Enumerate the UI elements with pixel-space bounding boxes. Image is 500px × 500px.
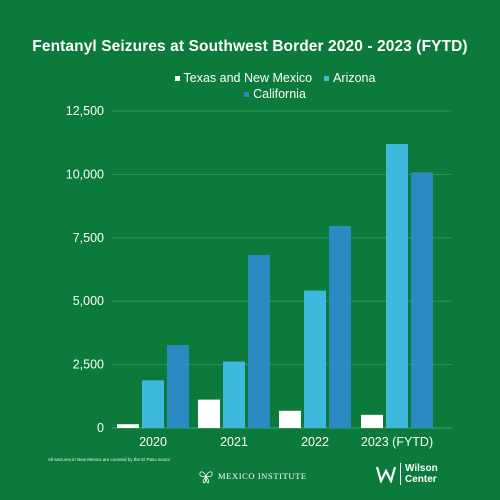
mexico-institute-logo: MEXICO INSTITUTE — [198, 468, 307, 484]
x-tick-label: 2020 — [139, 435, 167, 449]
wilson-w-icon — [376, 466, 396, 483]
bar — [411, 172, 433, 428]
x-tick-label: 2023 (FYTD) — [361, 435, 433, 449]
legend-swatch-california — [244, 91, 250, 97]
center-word: Center — [405, 474, 437, 485]
legend-item-california: California — [244, 86, 306, 102]
legend-swatch-arizona — [324, 75, 330, 81]
y-tick-label: 10,000 — [66, 167, 104, 181]
bar — [167, 345, 189, 428]
y-tick-label: 2,500 — [73, 358, 104, 372]
y-tick-label: 7,500 — [73, 231, 104, 245]
y-tick-label: 12,500 — [66, 104, 104, 118]
bar — [223, 361, 245, 428]
legend-swatch-texas-new-mexico — [174, 75, 180, 81]
y-tick-label: 5,000 — [73, 294, 104, 308]
bar — [361, 414, 383, 428]
chart-title: Fentanyl Seizures at Southwest Border 20… — [32, 38, 468, 55]
y-tick-label: 0 — [97, 421, 104, 435]
bar — [198, 399, 220, 428]
mexico-institute-text: MEXICO INSTITUTE — [218, 471, 307, 481]
wilson-center-text: Wilson Center — [405, 463, 438, 485]
bar — [248, 255, 270, 428]
bar — [117, 424, 139, 428]
legend-item-texas-new-mexico: Texas and New Mexico — [174, 70, 313, 86]
legend: Texas and New Mexico Arizona California — [140, 70, 410, 102]
footnote: All seizures in New Mexico are covered b… — [48, 457, 171, 462]
x-tick-label: 2022 — [301, 435, 329, 449]
bar — [142, 380, 164, 428]
legend-label-arizona: Arizona — [333, 71, 376, 85]
x-tick-label: 2021 — [220, 435, 248, 449]
wilson-word: Wilson — [405, 463, 438, 474]
bar — [386, 143, 408, 428]
bar — [329, 225, 351, 428]
legend-label-california: California — [253, 87, 306, 101]
butterfly-icon — [199, 471, 213, 484]
legend-label-texas-new-mexico: Texas and New Mexico — [183, 71, 313, 85]
bar — [304, 290, 326, 428]
bar — [279, 410, 301, 428]
wilson-center-logo: Wilson Center — [376, 463, 438, 485]
legend-item-arizona: Arizona — [324, 70, 375, 86]
wilson-divider — [400, 463, 401, 485]
